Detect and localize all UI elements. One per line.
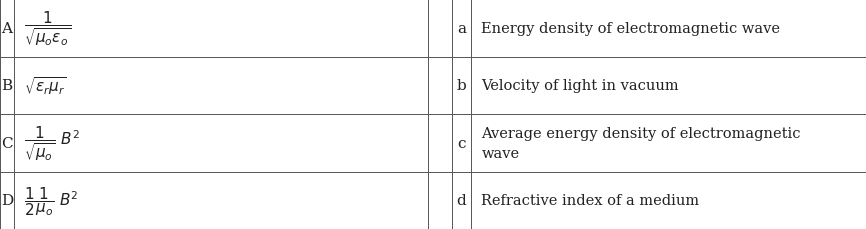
- Text: A: A: [2, 22, 12, 35]
- Text: B: B: [2, 79, 12, 93]
- Text: Energy density of electromagnetic wave: Energy density of electromagnetic wave: [481, 22, 780, 35]
- Text: c: c: [457, 136, 466, 150]
- Text: d: d: [456, 194, 467, 207]
- Text: b: b: [456, 79, 467, 93]
- Text: Velocity of light in vacuum: Velocity of light in vacuum: [481, 79, 679, 93]
- Text: $\sqrt{\varepsilon_r\mu_r}$: $\sqrt{\varepsilon_r\mu_r}$: [24, 75, 67, 97]
- Text: $\dfrac{1}{\sqrt{\mu_o}}\ B^2$: $\dfrac{1}{\sqrt{\mu_o}}\ B^2$: [24, 124, 81, 162]
- Text: Refractive index of a medium: Refractive index of a medium: [481, 194, 700, 207]
- Text: D: D: [1, 194, 13, 207]
- Text: a: a: [457, 22, 466, 35]
- Text: Average energy density of electromagnetic
wave: Average energy density of electromagneti…: [481, 126, 801, 160]
- Text: C: C: [1, 136, 13, 150]
- Text: $\dfrac{1}{\sqrt{\mu_o\varepsilon_o}}$: $\dfrac{1}{\sqrt{\mu_o\varepsilon_o}}$: [24, 9, 71, 48]
- Text: $\dfrac{1}{2}\dfrac{1}{\mu_o}\ B^2$: $\dfrac{1}{2}\dfrac{1}{\mu_o}\ B^2$: [24, 184, 79, 217]
